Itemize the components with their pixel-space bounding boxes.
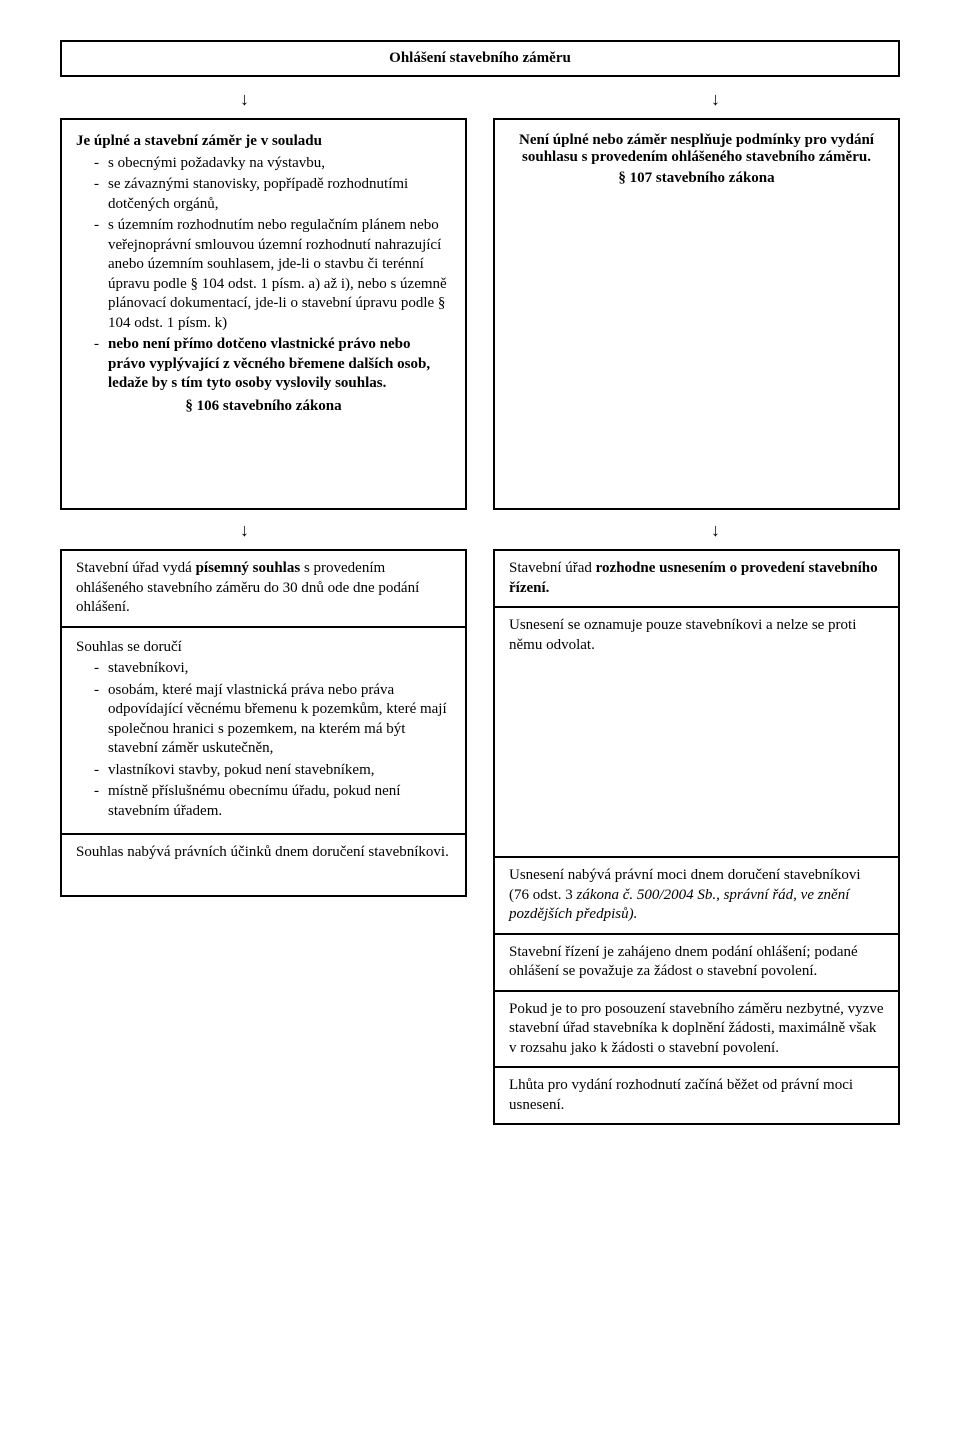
list-item: místně příslušnému obecnímu úřadu, pokud…: [94, 782, 451, 821]
right-top-col: Není úplné nebo záměr nesplňuje podmínky…: [493, 118, 900, 514]
arrow-row-mid: ↓ ↓: [60, 520, 900, 541]
arrow-row-top: ↓ ↓: [60, 89, 900, 110]
right-stack-col: Stavební úřad rozhodne usnesením o prove…: [493, 549, 900, 1125]
left-criteria-list: s obecnými požadavky na výstavbu, se záv…: [76, 154, 451, 394]
list-item: nebo není přímo dotčeno vlastnické právo…: [94, 335, 451, 394]
flow-title-box: Ohlášení stavebního záměru: [60, 40, 900, 77]
right-c1: Stavební úřad rozhodne usnesením o prove…: [495, 551, 898, 606]
left-top-col: Je úplné a stavební záměr je v souladu s…: [60, 118, 467, 514]
arrow-down-icon: ↓: [240, 89, 249, 110]
left-criteria-box: Je úplné a stavební záměr je v souladu s…: [60, 118, 467, 510]
arrow-down-icon: ↓: [711, 89, 720, 110]
list-item: stavebníkovi,: [94, 659, 451, 679]
flow-title: Ohlášení stavebního záměru: [389, 50, 571, 66]
right-text: Není úplné nebo záměr nesplňuje podmínky…: [509, 132, 884, 166]
list-item: vlastníkovi stavby, pokud není stavebník…: [94, 761, 451, 781]
left-c2: Souhlas se doručí stavebníkovi, osobám, …: [62, 626, 465, 834]
left-c1: Stavební úřad vydá písemný souhlas s pro…: [62, 551, 465, 626]
right-c2: Usnesení se oznamuje pouze stavebníkovi …: [495, 606, 898, 856]
right-c6: Lhůta pro vydání rozhodnutí začíná běžet…: [495, 1066, 898, 1123]
right-c3: Usnesení nabývá právní moci dnem doručen…: [495, 856, 898, 933]
bottom-row: Stavební úřad vydá písemný souhlas s pro…: [60, 549, 900, 1125]
right-law-ref: § 107 stavebního zákona: [509, 170, 884, 187]
list-item: se závaznými stanovisky, popřípadě rozho…: [94, 175, 451, 214]
right-condition-box: Není úplné nebo záměr nesplňuje podmínky…: [493, 118, 900, 510]
right-result-stack: Stavební úřad rozhodne usnesením o prove…: [493, 549, 900, 1125]
left-c2-list: stavebníkovi, osobám, které mají vlastni…: [76, 659, 451, 821]
right-c5: Pokud je to pro posouzení stavebního zám…: [495, 990, 898, 1067]
list-item: osobám, které mají vlastnická práva nebo…: [94, 681, 451, 759]
left-law-ref: § 106 stavebního zákona: [76, 398, 451, 415]
left-result-stack: Stavební úřad vydá písemný souhlas s pro…: [60, 549, 467, 897]
list-item: s obecnými požadavky na výstavbu,: [94, 154, 451, 174]
left-c3: Souhlas nabývá právních účinků dnem doru…: [62, 833, 465, 895]
arrow-down-icon: ↓: [240, 520, 249, 541]
list-item: s územním rozhodnutím nebo regulačním pl…: [94, 216, 451, 333]
right-c4: Stavební řízení je zahájeno dnem podání …: [495, 933, 898, 990]
left-c2-lead: Souhlas se doručí: [76, 638, 451, 658]
arrow-down-icon: ↓: [711, 520, 720, 541]
left-stack-col: Stavební úřad vydá písemný souhlas s pro…: [60, 549, 467, 1125]
left-lead: Je úplné a stavební záměr je v souladu: [76, 132, 451, 152]
top-row: Je úplné a stavební záměr je v souladu s…: [60, 118, 900, 514]
